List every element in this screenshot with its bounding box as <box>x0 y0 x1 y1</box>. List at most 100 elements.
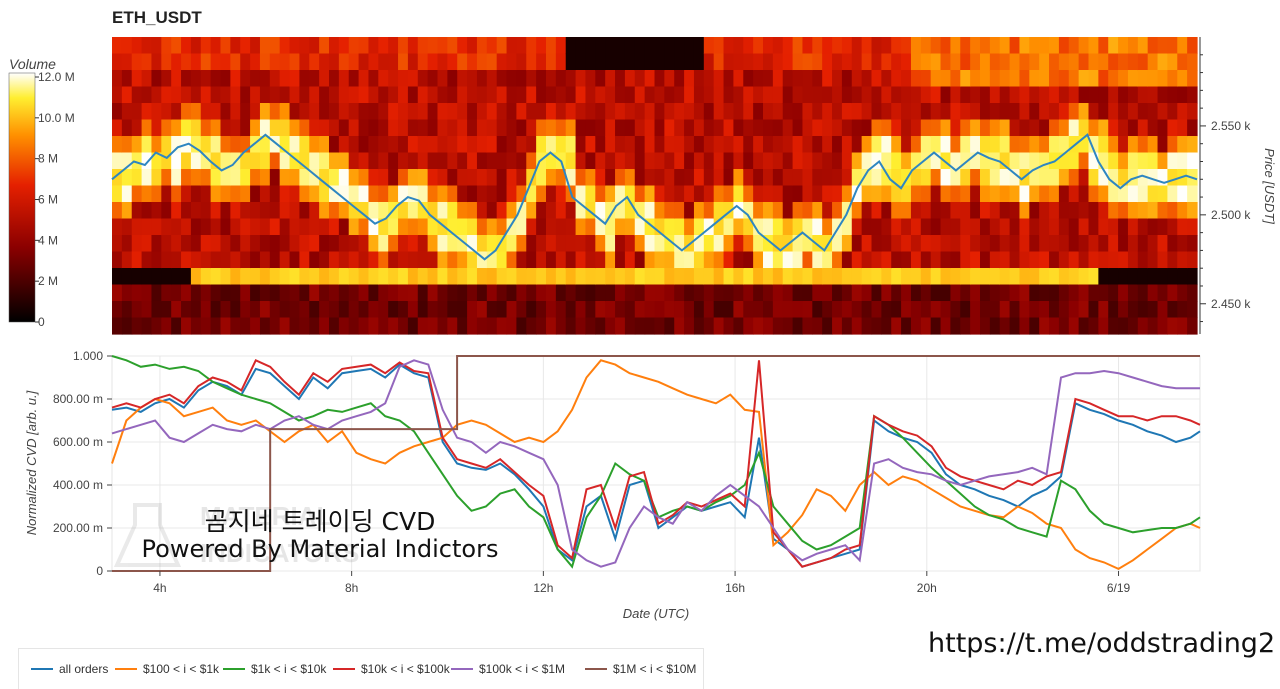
heatmap-cell <box>230 136 241 154</box>
heatmap-cell <box>181 185 192 203</box>
heatmap-cell <box>624 317 636 335</box>
heatmap-cell <box>1137 103 1149 121</box>
heatmap-cell <box>763 37 774 55</box>
heatmap-cell <box>289 119 301 137</box>
heatmap-cell <box>309 86 320 104</box>
heatmap-cell <box>1108 103 1119 121</box>
heatmap-cell <box>348 136 360 154</box>
heatmap-cell <box>1108 119 1119 137</box>
heatmap-cell <box>772 136 784 154</box>
heatmap-cell <box>763 103 774 121</box>
heatmap-cell <box>615 70 626 88</box>
heatmap-cell <box>121 103 133 121</box>
heatmap-cell <box>565 152 577 170</box>
heatmap-cell <box>634 136 646 154</box>
heatmap-cell <box>526 235 537 253</box>
heatmap-cell <box>1058 37 1070 55</box>
colorbar-tick-label: 2 M <box>38 274 58 288</box>
heatmap-cell <box>161 218 172 236</box>
heatmap-cell <box>703 169 715 187</box>
telegram-link[interactable]: https://t.me/oddstrading2 <box>928 628 1276 659</box>
heatmap-cell <box>772 284 784 302</box>
heatmap-cell <box>950 152 961 170</box>
heatmap-cell <box>437 218 448 236</box>
heatmap-cell <box>743 86 754 104</box>
heatmap-cell <box>1127 86 1139 104</box>
heatmap-cell <box>684 136 695 154</box>
heatmap-cell <box>980 37 991 55</box>
heatmap-cell <box>634 70 646 88</box>
heatmap-cell <box>338 169 350 187</box>
heatmap-cell <box>240 301 251 319</box>
heatmap-cell <box>980 53 991 71</box>
heatmap-cell <box>1039 185 1050 203</box>
legend-item[interactable]: $10k < i < $100k <box>333 662 450 676</box>
heatmap-cell <box>358 86 370 104</box>
legend-item[interactable]: $100 < i < $1k <box>115 662 219 676</box>
heatmap-cell <box>536 268 547 286</box>
heatmap-cell <box>881 301 892 319</box>
heatmap-cell <box>1068 317 1080 335</box>
heatmap-cell <box>319 317 330 335</box>
legend-item[interactable]: $100k < i < $1M <box>451 662 565 676</box>
heatmap-cell <box>1157 152 1169 170</box>
heatmap-cell <box>240 53 251 71</box>
heatmap-cell <box>861 284 873 302</box>
heatmap-cell <box>516 235 527 253</box>
heatmap-cell <box>782 119 794 137</box>
heatmap-cell <box>832 53 843 71</box>
cvd-x-tick-label: 6/19 <box>1107 581 1131 595</box>
heatmap-cell <box>1029 103 1040 121</box>
heatmap-cell <box>121 169 133 187</box>
legend-item[interactable]: $1M < i < $10M <box>585 662 696 676</box>
heatmap-cell <box>378 301 389 319</box>
heatmap-cell <box>289 169 301 187</box>
heatmap-chart[interactable]: 02 M4 M6 M8 M10.0 M12.0 M 2.450 k2.500 k… <box>0 0 1280 345</box>
heatmap-cell <box>220 202 231 220</box>
heatmap-cell <box>950 317 961 335</box>
heatmap-cell <box>980 152 991 170</box>
legend-item[interactable]: $1k < i < $10k <box>223 662 326 676</box>
heatmap-cell <box>457 268 468 286</box>
heatmap-cell <box>901 251 912 269</box>
heatmap-cell <box>743 202 754 220</box>
heatmap-cell <box>240 268 251 286</box>
heatmap-cell <box>496 218 508 236</box>
legend-item[interactable]: all orders <box>31 662 108 676</box>
heatmap-cell <box>575 136 587 154</box>
heatmap-cell <box>200 37 212 55</box>
heatmap-cell <box>1078 317 1090 335</box>
heatmap-cell <box>1187 70 1198 88</box>
heatmap-cell <box>812 119 823 137</box>
heatmap-cell <box>565 235 577 253</box>
heatmap-cell <box>1068 202 1080 220</box>
heatmap-cell <box>960 103 971 121</box>
heatmap-cell <box>190 202 202 220</box>
heatmap-cell <box>486 284 498 302</box>
heatmap-cell <box>1118 235 1129 253</box>
heatmap-cell <box>309 284 320 302</box>
heatmap-cell <box>546 37 557 55</box>
heatmap-cell <box>1019 119 1030 137</box>
heatmap-cell <box>851 268 863 286</box>
heatmap-cell <box>151 152 162 170</box>
heatmap-cell <box>259 86 271 104</box>
heatmap-cell <box>910 136 922 154</box>
heatmap-cell <box>190 70 202 88</box>
heatmap-cell <box>1088 268 1099 286</box>
heatmap-cell <box>437 202 448 220</box>
heatmap-cell <box>782 185 794 203</box>
heatmap-cell <box>960 268 971 286</box>
heatmap-cell <box>486 268 498 286</box>
heatmap-cell <box>121 284 133 302</box>
heatmap-cell <box>1118 37 1129 55</box>
heatmap-cell <box>822 202 833 220</box>
heatmap-cell <box>1098 284 1109 302</box>
heatmap-cell <box>772 202 784 220</box>
heatmap-cell <box>674 284 685 302</box>
heatmap-cell <box>634 202 646 220</box>
heatmap-cell <box>861 86 873 104</box>
heatmap-cell <box>309 103 320 121</box>
heatmap-cell <box>920 53 932 71</box>
